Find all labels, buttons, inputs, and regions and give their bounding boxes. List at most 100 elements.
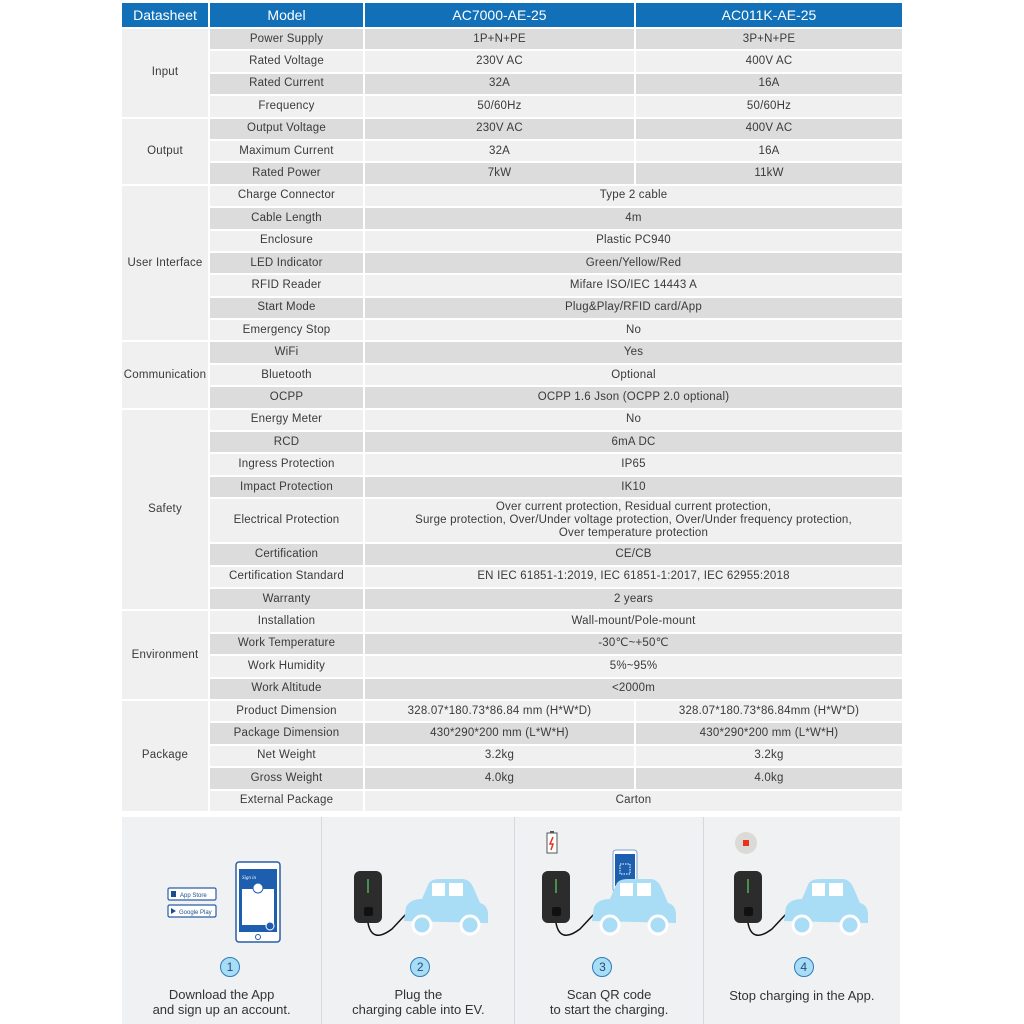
spec-value-shared: Carton <box>365 790 902 811</box>
spec-label: Work Altitude <box>210 678 363 699</box>
table-row: Work Altitude <2000m <box>122 678 902 699</box>
spec-label: External Package <box>210 790 363 811</box>
spec-value-model-2: 16A <box>636 73 902 95</box>
spec-value-shared: No <box>365 409 902 431</box>
group-label: Input <box>122 29 208 117</box>
group-label: Communication <box>122 342 208 408</box>
spec-value-shared: 4m <box>365 208 902 229</box>
spec-value-shared: -30℃~+50℃ <box>365 633 902 655</box>
spec-label: Start Mode <box>210 297 363 319</box>
table-row: Maximum Current 32A 16A <box>122 140 902 162</box>
spec-value-model-1: 230V AC <box>365 118 634 139</box>
spec-value-model-1: 230V AC <box>365 51 634 72</box>
spec-value-model-1: 430*290*200 mm (L*W*H) <box>365 723 634 744</box>
step-number-2: 2 <box>410 957 431 977</box>
table-row: Emergency Stop No <box>122 320 902 341</box>
spec-label: Rated Power <box>210 163 363 184</box>
spec-label: WiFi <box>210 342 363 363</box>
spec-value-model-2: 4.0kg <box>636 768 902 789</box>
table-row: Impact Protection IK10 <box>122 476 902 498</box>
spec-value-model-1: 50/60Hz <box>365 96 634 117</box>
spec-label: Emergency Stop <box>210 320 363 341</box>
step-number-1: 1 <box>220 957 240 977</box>
spec-label: Package Dimension <box>210 723 363 744</box>
spec-value-line: Over temperature protection <box>558 527 709 540</box>
group-label: Package <box>122 700 208 811</box>
spec-value-shared: 2 years <box>365 588 902 610</box>
table-row: Warranty 2 years <box>122 588 902 610</box>
spec-value-shared: IK10 <box>365 476 902 498</box>
spec-label: Installation <box>210 611 363 632</box>
spec-label: Rated Current <box>210 73 363 95</box>
charger-plugged-car-illustration <box>733 871 868 936</box>
spec-label: Charge Connector <box>210 185 363 207</box>
spec-label: Certification Standard <box>210 566 363 587</box>
header-datasheet: Datasheet <box>122 3 208 27</box>
header-model-2: AC011K-AE-25 <box>636 3 902 27</box>
charger-plugged-car-illustration <box>542 871 677 936</box>
table-row: Rated Power 7kW 11kW <box>122 163 902 184</box>
table-row: Enclosure Plastic PC940 <box>122 230 902 251</box>
spec-value-model-2: 3P+N+PE <box>636 29 902 50</box>
charger-icon <box>733 871 762 923</box>
spec-value-model-2: 400V AC <box>636 51 902 72</box>
spec-label: Impact Protection <box>210 476 363 498</box>
spec-value-model-2: 430*290*200 mm (L*W*H) <box>636 723 902 744</box>
step-3: 3 Scan QR code to start the charging. <box>515 817 704 1024</box>
spec-value-shared: Wall-mount/Pole-mount <box>365 611 902 632</box>
spec-label: Electrical Protection <box>210 499 363 543</box>
table-row: OCPP OCPP 1.6 Json (OCPP 2.0 optional) <box>122 387 902 408</box>
charger-plugged-car-illustration <box>354 871 489 936</box>
step-number-3: 3 <box>592 957 613 977</box>
spec-value-model-2: 50/60Hz <box>636 96 902 117</box>
table-row: Cable Length 4m <box>122 208 902 229</box>
spec-value-shared: CE/CB <box>365 544 902 565</box>
spec-label: Product Dimension <box>210 700 363 722</box>
spec-value-line: Surge protection, Over/Under voltage pro… <box>415 514 852 527</box>
step-2-caption: Plug the charging cable into EV. <box>352 987 485 1017</box>
table-row: Rated Current 32A 16A <box>122 73 902 95</box>
spec-label: RCD <box>210 432 363 453</box>
spec-value-shared: Optional <box>365 364 902 386</box>
table-row: Work Temperature -30℃~+50℃ <box>122 633 902 655</box>
table-row: Safety Energy Meter No <box>122 409 902 610</box>
table-row: Net Weight 3.2kg 3.2kg <box>122 745 902 767</box>
spec-value-shared: OCPP 1.6 Json (OCPP 2.0 optional) <box>365 387 902 408</box>
spec-value-model-1: 7kW <box>365 163 634 184</box>
google-play-badge: Google Play <box>167 904 217 918</box>
svg-text:Sign in: Sign in <box>242 876 257 881</box>
table-row: Ingress Protection IP65 <box>122 454 902 475</box>
table-row: RCD 6mA DC <box>122 432 902 453</box>
phone-sign-in-icon: Sign in <box>235 861 281 943</box>
table-row: Certification Standard EN IEC 61851-1:201… <box>122 566 902 587</box>
spec-label: Gross Weight <box>210 768 363 789</box>
app-download-illustration: App Store Google Play Sign in <box>167 861 281 943</box>
charging-cable <box>367 912 408 936</box>
step-4: 4 Stop charging in the App. <box>704 817 900 1024</box>
table-row: Package Product Dimension 328.07*180.73*86… <box>122 700 902 811</box>
table-row: Communication WiFi Yes <box>122 342 902 408</box>
spec-label: Work Temperature <box>210 633 363 655</box>
spec-value-model-2: 3.2kg <box>636 745 902 767</box>
table-row: External Package Carton <box>122 790 902 811</box>
spec-value-model-2: 400V AC <box>636 118 902 139</box>
car-icon <box>783 879 868 936</box>
table-row: Package Dimension 430*290*200 mm (L*W*H) 4… <box>122 723 902 744</box>
spec-value-shared: Type 2 cable <box>365 185 902 207</box>
table-row: Start Mode Plug&Play/RFID card/App <box>122 297 902 319</box>
spec-value-model-1: 4.0kg <box>365 768 634 789</box>
spec-value-shared: Plastic PC940 <box>365 230 902 251</box>
spec-label: OCPP <box>210 387 363 408</box>
table-row: Bluetooth Optional <box>122 364 902 386</box>
spec-value-line: Over current protection, Residual curren… <box>495 501 772 514</box>
spec-label: Rated Voltage <box>210 51 363 72</box>
table-row: Certification CE/CB <box>122 544 902 565</box>
spec-value-shared: Mifare ISO/IEC 14443 A <box>365 275 902 296</box>
spec-value-model-2: 16A <box>636 140 902 162</box>
table-row: RFID Reader Mifare ISO/IEC 14443 A <box>122 275 902 296</box>
spec-label: Bluetooth <box>210 364 363 386</box>
spec-value-shared: 5%~95% <box>365 656 902 677</box>
spec-label: Certification <box>210 544 363 565</box>
step-1-caption: Download the App and sign up an account. <box>152 987 291 1017</box>
charging-cable <box>747 912 788 936</box>
